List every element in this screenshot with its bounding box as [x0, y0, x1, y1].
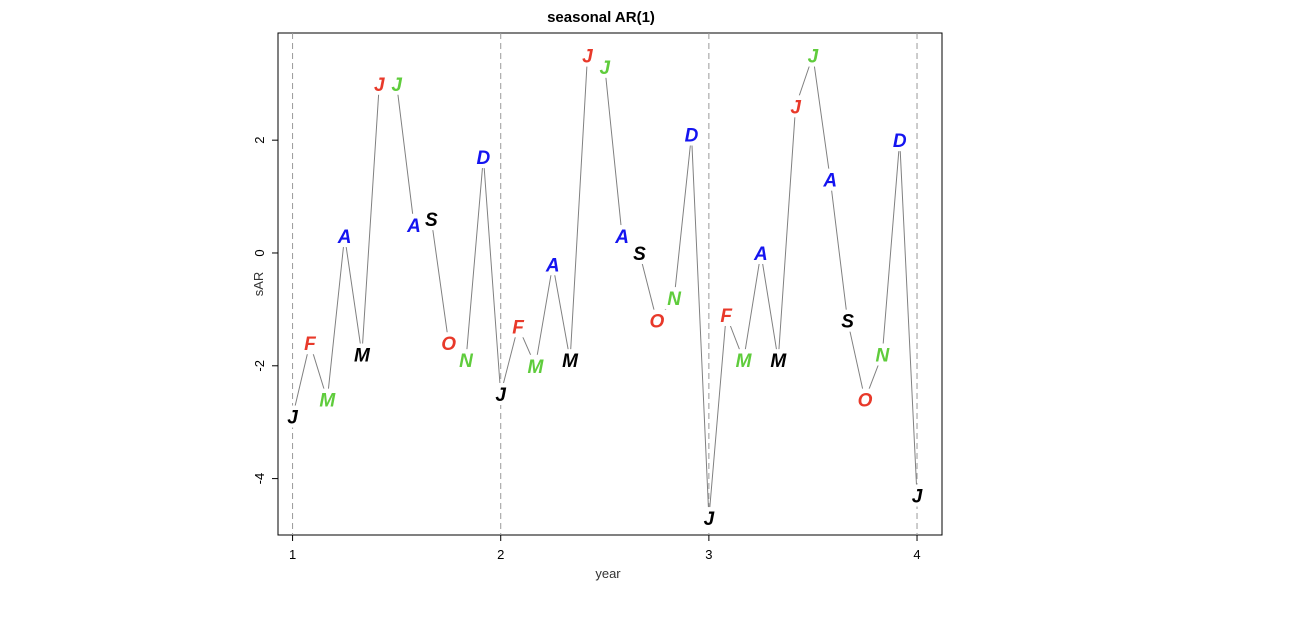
point-label: J — [912, 487, 923, 508]
point-background — [665, 287, 684, 310]
point-label: J — [600, 58, 611, 79]
point-background — [283, 405, 302, 428]
point-background — [717, 304, 736, 327]
x-tick-label: 2 — [497, 547, 504, 562]
point-label: J — [374, 75, 385, 96]
point-background — [318, 388, 337, 411]
point-label: F — [304, 334, 317, 355]
point-background — [595, 55, 614, 78]
point-label: J — [391, 75, 402, 96]
point-label: M — [736, 351, 753, 372]
point-label: D — [893, 131, 907, 152]
x-tick-label: 3 — [705, 547, 712, 562]
point-label: S — [425, 210, 438, 231]
point-background — [734, 349, 753, 372]
point-background — [474, 146, 493, 169]
point-label: N — [875, 346, 890, 367]
point-label: A — [822, 171, 837, 192]
point-background — [873, 343, 892, 366]
point-label: S — [841, 312, 854, 333]
point-background — [682, 123, 701, 146]
point-background — [352, 343, 371, 366]
point-label: A — [337, 227, 352, 248]
point-label: D — [685, 126, 699, 147]
point-label: J — [790, 97, 801, 118]
point-label: A — [753, 244, 768, 265]
series-line — [292, 54, 918, 519]
point-background — [300, 332, 319, 355]
point-label: N — [459, 351, 474, 372]
point-label: O — [649, 312, 664, 333]
point-background — [699, 507, 718, 530]
point-label: D — [477, 148, 491, 169]
point-label: J — [582, 47, 593, 68]
point-label: F — [512, 317, 525, 338]
point-label: J — [287, 408, 298, 429]
chart-title: seasonal AR(1) — [547, 9, 655, 26]
point-label: O — [858, 391, 873, 412]
y-tick-label: -2 — [252, 360, 267, 372]
point-background — [890, 129, 909, 152]
point-background — [370, 72, 389, 95]
point-label: F — [720, 306, 733, 327]
point-background — [387, 72, 406, 95]
point-background — [613, 225, 632, 248]
point-background — [630, 241, 649, 264]
point-background — [404, 213, 423, 236]
point-label: M — [770, 351, 787, 372]
point-background — [838, 309, 857, 332]
point-background — [439, 332, 458, 355]
point-background — [803, 44, 822, 67]
point-background — [578, 44, 597, 67]
point-background — [647, 309, 666, 332]
x-tick-label: 4 — [913, 547, 920, 562]
point-label: M — [562, 351, 579, 372]
point-background — [908, 484, 927, 507]
point-background — [457, 349, 476, 372]
point-label: M — [319, 391, 336, 412]
y-tick-label: 0 — [252, 249, 267, 256]
point-label: J — [495, 385, 506, 406]
point-label: M — [528, 357, 545, 378]
plot-frame — [277, 32, 943, 536]
y-axis-label: sAR — [251, 272, 266, 297]
x-axis: 1 2 3 4 — [289, 535, 921, 562]
point-background — [543, 253, 562, 276]
point-label: N — [667, 289, 682, 310]
point-background — [769, 349, 788, 372]
point-background — [751, 241, 770, 264]
point-background — [491, 382, 510, 405]
x-axis-label: year — [595, 566, 621, 581]
year-divider-lines — [292, 33, 918, 535]
y-axis: -4 -2 0 2 — [252, 137, 278, 485]
point-background — [855, 388, 874, 411]
x-tick-label: 1 — [289, 547, 296, 562]
point-background — [821, 168, 840, 191]
point-label: A — [614, 227, 629, 248]
point-background — [335, 225, 354, 248]
point-label: S — [633, 244, 646, 265]
point-background — [422, 208, 441, 231]
point-label: O — [441, 334, 456, 355]
point-label: J — [704, 509, 715, 530]
point-background — [561, 349, 580, 372]
y-tick-label: -4 — [252, 473, 267, 485]
point-background — [509, 315, 528, 338]
y-tick-label: 2 — [252, 137, 267, 144]
point-label: J — [808, 47, 819, 68]
point-background — [786, 95, 805, 118]
point-background — [526, 354, 545, 377]
point-label: A — [545, 255, 560, 276]
point-label: A — [406, 216, 421, 237]
point-label: M — [354, 346, 371, 367]
